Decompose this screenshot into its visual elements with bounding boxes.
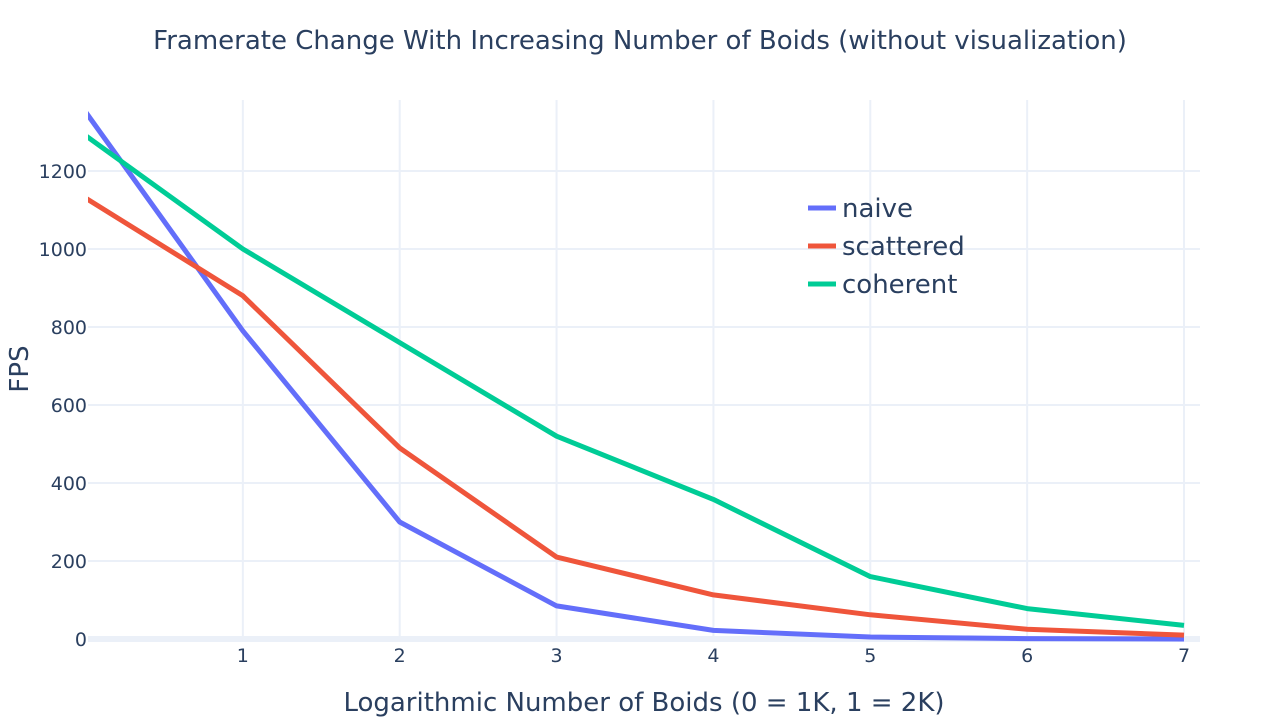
series-line-naive[interactable]	[86, 111, 1185, 642]
y-tick-label: 600	[51, 395, 87, 417]
x-axis-ticks: 1 2 3 4 5 6 7	[237, 645, 1190, 667]
x-tick-label: 1	[237, 645, 249, 667]
y-axis-ticks: 0 200 400 600 800 1000 1200	[39, 161, 87, 651]
series-line-scattered[interactable]	[86, 196, 1185, 638]
x-tick-label: 5	[864, 645, 876, 667]
y-tick-label: 0	[75, 629, 87, 651]
chart-title: Framerate Change With Increasing Number …	[153, 26, 1127, 56]
y-tick-label: 1000	[39, 239, 87, 261]
y-tick-label: 800	[51, 317, 87, 339]
y-axis-title: FPS	[5, 345, 35, 392]
legend-label: scattered	[842, 232, 965, 262]
x-tick-label: 3	[551, 645, 563, 667]
legend-item-coherent[interactable]: coherent	[808, 270, 957, 300]
y-tick-label: 1200	[39, 161, 87, 183]
series-layer	[86, 111, 1185, 642]
y-tick-label: 200	[51, 551, 87, 573]
legend-item-naive[interactable]: naive	[808, 194, 913, 224]
legend[interactable]: naive scattered coherent	[808, 194, 965, 300]
legend-item-scattered[interactable]: scattered	[808, 232, 965, 262]
x-tick-label: 6	[1021, 645, 1033, 667]
grid-layer	[88, 100, 1200, 642]
series-line-coherent[interactable]	[86, 134, 1185, 628]
y-tick-label: 400	[51, 473, 87, 495]
x-axis-title: Logarithmic Number of Boids (0 = 1K, 1 =…	[343, 688, 944, 718]
legend-label: coherent	[842, 270, 957, 300]
x-tick-label: 2	[394, 645, 406, 667]
x-tick-label: 7	[1178, 645, 1190, 667]
legend-label: naive	[842, 194, 913, 224]
x-tick-label: 4	[707, 645, 719, 667]
